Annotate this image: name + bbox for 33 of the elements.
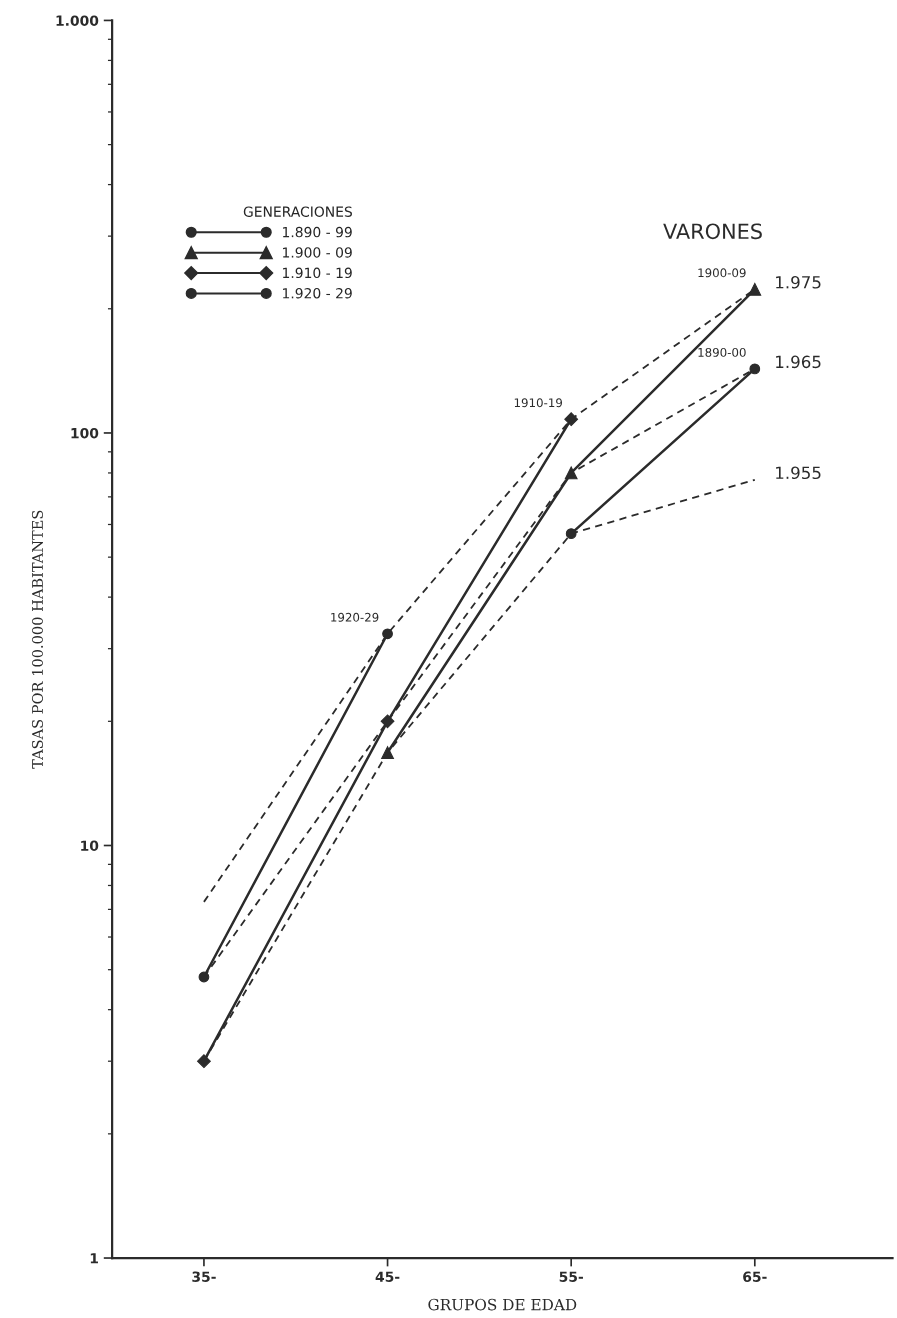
x-tick-label: 55- xyxy=(559,1271,583,1282)
x-tick-label: 65- xyxy=(743,1271,767,1282)
x-axis-title: GRUPOS DE EDAD xyxy=(428,1298,577,1311)
y-tick-label: 10 xyxy=(81,840,99,851)
point xyxy=(564,412,579,427)
y-axis-title: TASAS POR 100.000 HABITANTES xyxy=(31,510,43,769)
y-tick-label: 100 xyxy=(71,427,99,439)
series-label: 1.975 xyxy=(776,275,821,289)
point xyxy=(749,363,761,375)
x-tick-label: 35- xyxy=(192,1271,216,1282)
point xyxy=(565,528,577,540)
legend-label: 1.890 - 99 xyxy=(283,226,352,238)
point xyxy=(382,628,393,640)
series-label: 1.965 xyxy=(776,355,821,369)
annotation: 1900-09 xyxy=(698,268,746,278)
legend-label: 1.920 - 29 xyxy=(283,287,352,299)
legend-title: GENERACIONES xyxy=(243,206,352,217)
legend-label: 1.900 - 09 xyxy=(283,247,352,258)
point xyxy=(381,746,394,759)
x-tick-label: 45- xyxy=(375,1271,400,1282)
point xyxy=(564,466,578,480)
legend-label: 1.910 - 19 xyxy=(283,267,352,279)
annotation: 1910-19 xyxy=(514,398,563,408)
point xyxy=(197,1054,211,1069)
point xyxy=(748,282,762,296)
annotation: 1920-29 xyxy=(331,612,379,622)
text: VARONES xyxy=(663,223,762,240)
series-label: 1.955 xyxy=(776,466,821,480)
point xyxy=(380,714,395,729)
annotation: 1890-00 xyxy=(698,347,746,357)
y-tick-label: 1.000 xyxy=(56,15,99,26)
point xyxy=(198,971,210,983)
y-tick-label: 1 xyxy=(90,1253,98,1264)
